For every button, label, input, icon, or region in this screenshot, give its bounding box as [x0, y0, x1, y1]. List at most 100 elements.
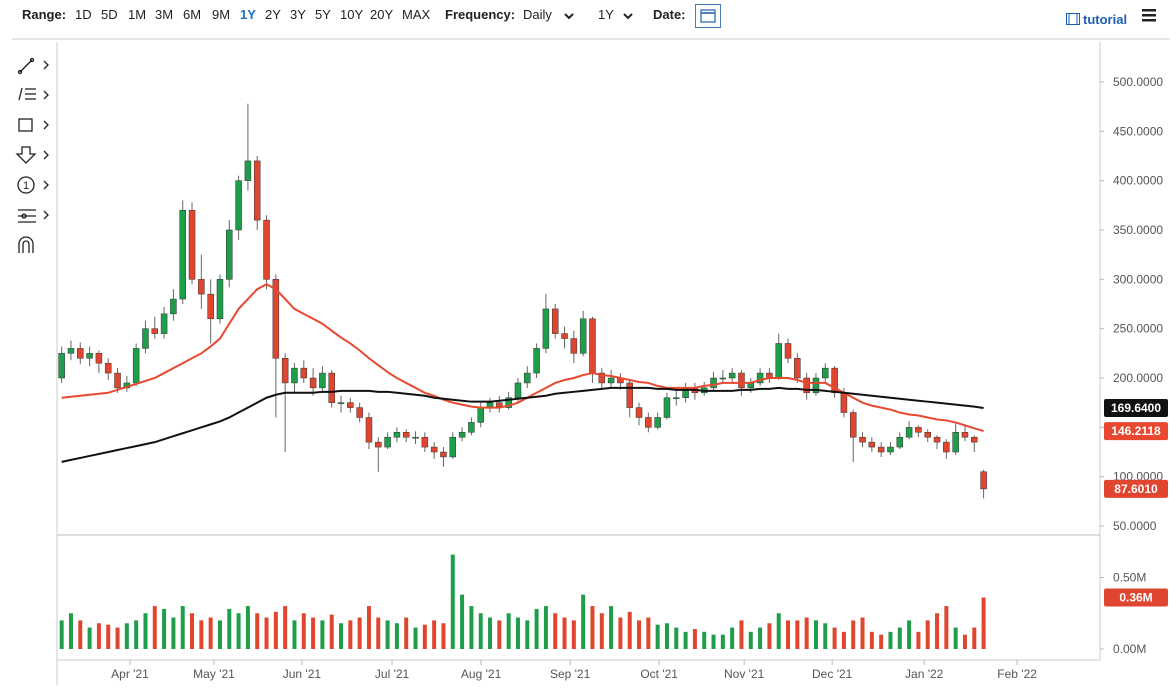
- volume-bar: [59, 620, 64, 649]
- volume-bar: [152, 606, 157, 649]
- candle-body: [626, 382, 633, 408]
- volume-bar: [879, 634, 884, 649]
- candle-body: [430, 446, 438, 453]
- volume-bar: [962, 634, 967, 649]
- range-button[interactable]: 5D: [101, 7, 118, 22]
- candle-body: [356, 407, 363, 418]
- volume-bar: [813, 620, 818, 649]
- candle-body: [188, 209, 196, 280]
- range-button[interactable]: 1Y: [240, 7, 256, 22]
- candle-body: [263, 219, 270, 280]
- candle-body: [253, 160, 261, 221]
- candle-body: [505, 397, 512, 408]
- range-button[interactable]: 20Y: [370, 7, 394, 22]
- chevron: [564, 13, 574, 20]
- arrow-tool[interactable]: [15, 146, 49, 164]
- period-select[interactable]: 1Y: [598, 7, 614, 22]
- candle-body: [570, 338, 578, 354]
- volume-bar: [497, 620, 502, 649]
- candle-body: [198, 279, 205, 295]
- candle-body: [375, 441, 382, 448]
- candle-body: [393, 432, 401, 438]
- x-tick-label: Sep '21: [550, 667, 591, 681]
- range-button[interactable]: 3Y: [290, 7, 306, 22]
- candle-body: [645, 417, 652, 428]
- volume-bar: [441, 623, 446, 649]
- measure-tool[interactable]: [18, 209, 49, 223]
- volume-bar: [804, 617, 809, 649]
- note-tool[interactable]: [17, 176, 49, 194]
- candle-body: [179, 209, 186, 300]
- volume-bar: [748, 631, 753, 649]
- candle-body: [654, 417, 661, 428]
- candle-body: [67, 348, 75, 354]
- candle-body: [86, 353, 93, 359]
- range-button[interactable]: MAX: [402, 7, 431, 22]
- calendar-button[interactable]: [695, 4, 721, 28]
- candle-body: [980, 471, 987, 490]
- range-button[interactable]: 1D: [75, 7, 92, 22]
- candle-body: [77, 348, 84, 359]
- x-tick-label: Jun '21: [283, 667, 322, 681]
- volume-bar: [171, 617, 176, 649]
- candle-body: [95, 353, 103, 364]
- candle-body: [812, 377, 820, 394]
- range-button[interactable]: 9M: [212, 7, 231, 22]
- y-tick-label: 400.0000: [1113, 174, 1163, 188]
- x-tick-label: Oct '21: [640, 667, 678, 681]
- volume-bar: [450, 554, 455, 649]
- volume-bar: [618, 617, 623, 649]
- range-button[interactable]: 3M: [155, 7, 174, 22]
- volume-bar: [143, 613, 148, 649]
- magnet-tool[interactable]: [18, 236, 34, 253]
- shape-tool[interactable]: [18, 118, 49, 132]
- candle-body: [598, 372, 606, 384]
- volume-bar: [301, 613, 306, 649]
- volume-bar: [190, 613, 195, 649]
- range-button[interactable]: 2Y: [265, 7, 281, 22]
- range-button[interactable]: 6M: [183, 7, 202, 22]
- volume-bar: [106, 624, 111, 649]
- volume-bar: [869, 631, 874, 649]
- candle-body: [952, 432, 959, 453]
- volume-bar: [646, 617, 651, 649]
- y-tick-label: 0.50M: [1113, 570, 1146, 584]
- volume-bar: [897, 627, 902, 649]
- volume-bar: [311, 617, 316, 649]
- volume-bar: [935, 613, 940, 649]
- price-tag: [1104, 479, 1168, 498]
- volume-bar: [376, 617, 381, 649]
- volume-bar: [124, 623, 129, 649]
- candle-body: [449, 436, 457, 458]
- drawing-tools: 1: [15, 57, 49, 253]
- range-button[interactable]: 5Y: [315, 7, 331, 22]
- volume-bar: [739, 620, 744, 649]
- candle-body: [216, 279, 224, 320]
- volume-bar: [571, 620, 576, 649]
- candle-body: [524, 372, 531, 384]
- volume-bar: [292, 620, 297, 649]
- candle-body: [635, 407, 643, 418]
- candle-body: [971, 436, 978, 443]
- candle-body: [440, 451, 447, 458]
- candle-body: [710, 377, 717, 389]
- fib-tool[interactable]: [18, 87, 49, 101]
- volume-bar: [683, 631, 688, 649]
- frequency-select[interactable]: Daily: [523, 7, 552, 22]
- frequency-label: Frequency:: [445, 7, 516, 22]
- range-button[interactable]: 10Y: [340, 7, 364, 22]
- volume-bar: [758, 627, 763, 649]
- candle-body: [673, 397, 680, 399]
- volume-bar: [525, 620, 530, 649]
- range-button[interactable]: 1M: [128, 7, 147, 22]
- y-tick-label: 450.0000: [1113, 124, 1163, 138]
- volume-bar: [478, 613, 483, 649]
- volume-bar: [460, 594, 465, 649]
- volume-bar: [674, 627, 679, 649]
- volume-bar: [348, 620, 353, 649]
- menu-button[interactable]: [1142, 9, 1158, 23]
- tutorial-link[interactable]: tutorial: [1083, 12, 1128, 27]
- candle-body: [412, 436, 419, 439]
- line-tool[interactable]: [17, 57, 49, 75]
